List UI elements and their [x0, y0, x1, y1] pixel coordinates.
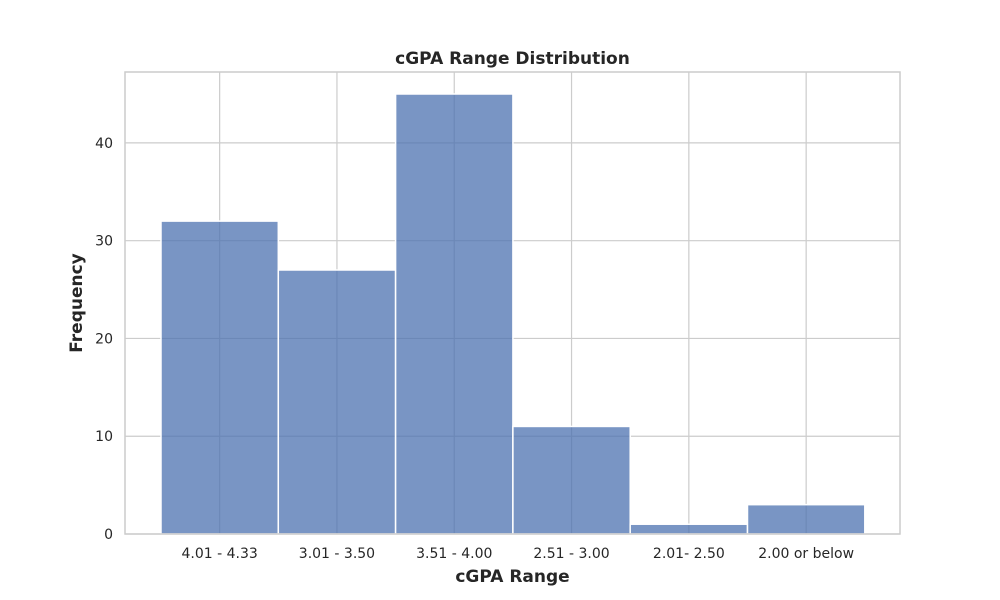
chart-title: cGPA Range Distribution	[395, 49, 630, 69]
y-axis-title: Frequency	[67, 253, 87, 353]
bars	[160, 93, 866, 535]
x-tick-label: 3.51 - 4.00	[416, 546, 492, 562]
bar	[629, 523, 749, 535]
bar	[746, 503, 866, 535]
x-tick-label: 2.51 - 3.00	[533, 546, 609, 562]
y-tick-label: 0	[104, 527, 113, 543]
x-tick-labels: 4.01 - 4.33 3.01 - 3.50 3.51 - 4.00 2.51 - …	[182, 546, 855, 562]
bar	[160, 220, 280, 535]
y-tick-label: 30	[95, 234, 113, 250]
y-tick-label: 10	[95, 429, 113, 445]
x-tick-label: 4.01 - 4.33	[182, 546, 258, 562]
x-axis-title: cGPA Range	[455, 567, 569, 587]
x-tick-label: 2.00 or below	[758, 546, 854, 562]
plot-frame	[124, 71, 901, 535]
y-tick-labels: 0 10 20 30 40	[95, 136, 113, 543]
bar	[394, 93, 514, 535]
y-tick-label: 40	[95, 136, 113, 152]
bar	[277, 269, 397, 535]
x-tick-label: 2.01- 2.50	[653, 546, 725, 562]
bar	[512, 425, 631, 535]
y-tick-label: 20	[95, 331, 113, 347]
x-tick-label: 3.01 - 3.50	[299, 546, 375, 562]
